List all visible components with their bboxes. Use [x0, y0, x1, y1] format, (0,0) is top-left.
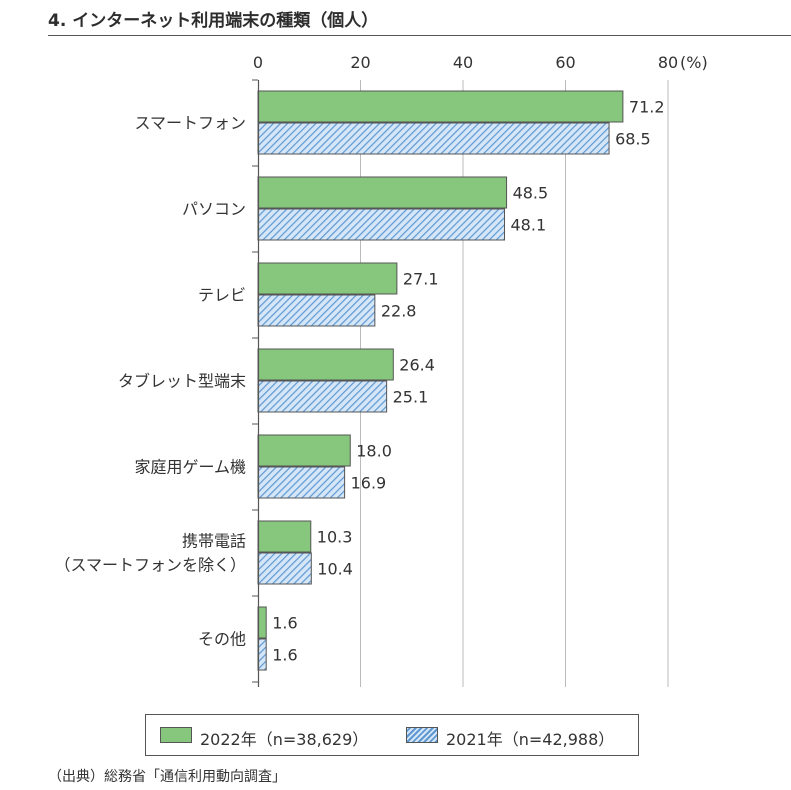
- value-label-2022-5: 10.3: [317, 528, 353, 547]
- x-tick-label-60: 60: [555, 53, 575, 72]
- bar-2022-6: [257, 606, 267, 639]
- value-label-2022-0: 71.2: [629, 98, 665, 117]
- value-label-2021-1: 48.1: [511, 216, 547, 235]
- title-rule: [48, 35, 791, 36]
- category-label-0: スマートフォン: [134, 114, 246, 133]
- value-label-2021-4: 16.9: [351, 474, 387, 493]
- y-axis: [252, 79, 260, 687]
- value-label-2022-4: 18.0: [356, 442, 392, 461]
- bar-2022-4: [257, 434, 351, 467]
- bar-2022-5: [257, 520, 312, 553]
- value-label-2022-2: 27.1: [403, 270, 439, 289]
- category-label-5-line-1: （スマートフォンを除く）: [54, 556, 246, 575]
- value-label-2021-5: 10.4: [317, 560, 353, 579]
- bar-2021-0: [257, 122, 610, 155]
- bar-2021-4: [257, 466, 346, 499]
- category-label-1: パソコン: [182, 200, 246, 219]
- bar-2022-0: [257, 90, 624, 123]
- category-label-4: 家庭用ゲーム機: [134, 458, 246, 477]
- category-label-2: テレビ: [198, 286, 246, 305]
- category-label-5-line-0: 携帯電話: [182, 532, 246, 551]
- bar-2021-2: [257, 294, 376, 327]
- bar-2021-1: [257, 208, 506, 241]
- x-tick-label-80: 80: [658, 53, 678, 72]
- category-label-6: その他: [198, 630, 246, 649]
- bar-2022-3: [257, 348, 394, 381]
- x-tick-label-40: 40: [453, 53, 473, 72]
- value-label-2021-0: 68.5: [615, 130, 651, 149]
- x-tick-label-0: 0: [253, 53, 263, 72]
- bar-2022-2: [257, 262, 398, 295]
- legend-swatch-2021: [406, 727, 438, 743]
- chart-title: 4. インターネット利用端末の種類（個人）: [48, 11, 379, 31]
- x-tick-label-20: 20: [350, 53, 370, 72]
- bars: 71.2 68.5 48.5 48.1 27.1 22.8 26.4 25.1 18.0 16.9…: [257, 90, 665, 671]
- x-tick-labels: 0 20 40 60 80 (%): [253, 53, 708, 72]
- bar-2021-6: [257, 638, 267, 671]
- bar-2021-5: [257, 552, 312, 585]
- value-label-2022-6: 1.6: [272, 614, 297, 633]
- source-note: （出典）総務省「通信利用動向調査」: [48, 769, 286, 785]
- value-label-2021-2: 22.8: [381, 302, 417, 321]
- value-label-2022-3: 26.4: [399, 356, 435, 375]
- grid-lines: [360, 80, 669, 687]
- legend-label-2022: 2022年（n=38,629）: [200, 730, 369, 749]
- category-label-3: タブレット型端末: [118, 372, 246, 391]
- legend: 2022年（n=38,629） 2021年（n=42,988）: [145, 714, 639, 756]
- value-label-2021-6: 1.6: [272, 646, 297, 665]
- value-label-2022-1: 48.5: [513, 184, 549, 203]
- value-label-2021-3: 25.1: [393, 388, 429, 407]
- legend-label-2021: 2021年（n=42,988）: [446, 730, 615, 749]
- legend-swatch-2022: [160, 727, 192, 743]
- bar-chart: 0 20 40 60 80 (%) 71.2 68.5 48.5 48.1 27.1 22.8 26.…: [54, 53, 708, 687]
- bar-2021-3: [257, 380, 388, 413]
- x-unit-label: (%): [680, 53, 708, 72]
- bar-2022-1: [257, 176, 508, 209]
